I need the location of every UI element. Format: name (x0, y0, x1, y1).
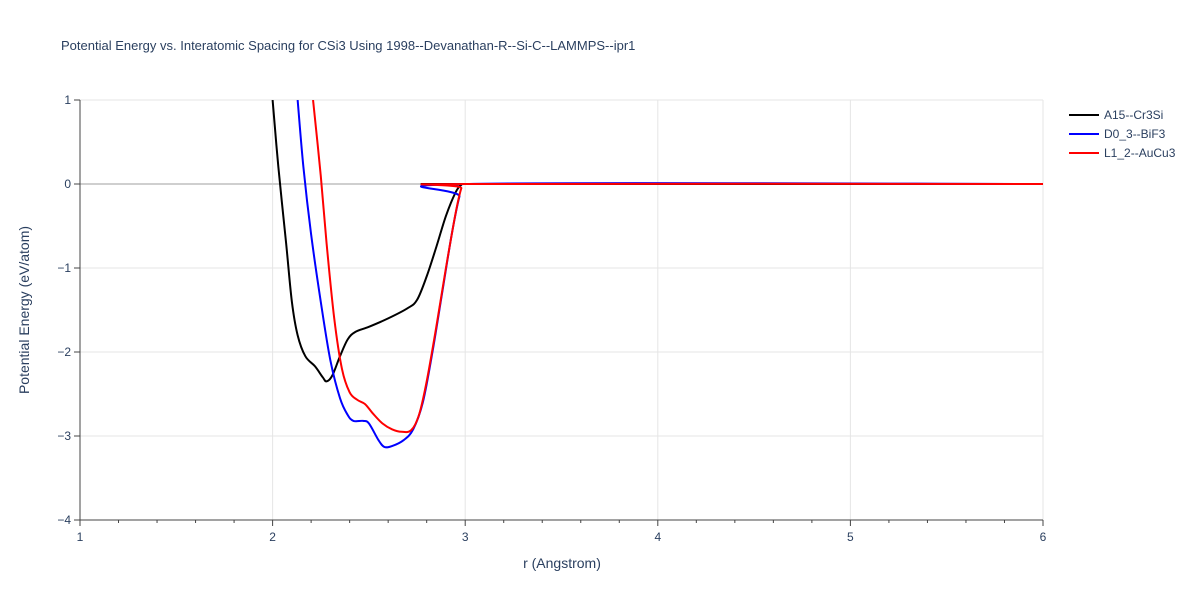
x-axis-title: r (Angstrom) (523, 555, 601, 571)
series-line-2 (312, 100, 1043, 434)
y-tick-label: 1 (64, 93, 71, 107)
y-tick-label: −1 (57, 261, 71, 275)
x-tick-label: 4 (654, 530, 661, 544)
y-tick-label: 0 (64, 177, 71, 191)
legend-item[interactable]: L1_2--AuCu3 (1069, 146, 1176, 160)
legend-label: D0_3--BiF3 (1104, 127, 1166, 141)
x-tick-label: 6 (1040, 530, 1047, 544)
tick-labels: 1 2 3 4 5 6 1 0 −1 −2 −3 −4 (57, 93, 1046, 544)
legend-label: L1_2--AuCu3 (1104, 146, 1176, 160)
legend-item[interactable]: D0_3--BiF3 (1069, 127, 1166, 141)
chart-title: Potential Energy vs. Interatomic Spacing… (61, 38, 635, 53)
legend-label: A15--Cr3Si (1104, 108, 1163, 122)
x-tick-label: 5 (847, 530, 854, 544)
series-line-1 (296, 100, 1043, 449)
y-tick-label: −4 (57, 513, 71, 527)
x-tick-label: 1 (77, 530, 84, 544)
x-tick-label: 3 (462, 530, 469, 544)
y-tick-label: −2 (57, 345, 71, 359)
grid (80, 99, 1044, 520)
legend-item[interactable]: A15--Cr3Si (1069, 108, 1163, 122)
axes (74, 99, 1044, 526)
series-layer (271, 100, 1043, 449)
y-tick-label: −3 (57, 429, 71, 443)
x-tick-label: 2 (269, 530, 276, 544)
y-axis-title: Potential Energy (eV/atom) (16, 226, 32, 394)
legend[interactable]: A15--Cr3Si D0_3--BiF3 L1_2--AuCu3 (1069, 108, 1176, 160)
